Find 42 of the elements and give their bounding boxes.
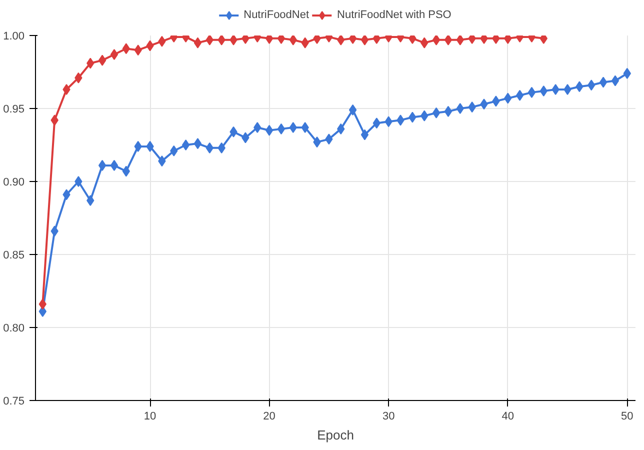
point (110, 48, 118, 60)
point (230, 36, 238, 46)
point (194, 37, 202, 48)
point (206, 36, 214, 46)
y-tick-label: 0.80 (3, 322, 25, 334)
x-tick-label: 40 (502, 410, 514, 422)
point (444, 106, 452, 117)
point (182, 140, 190, 150)
y-tick-label: 0.75 (3, 396, 25, 408)
point (265, 124, 274, 136)
x-axis-title: Epoch (317, 428, 354, 442)
point (277, 123, 286, 134)
point (456, 36, 464, 46)
legend-label: NutriFoodNet (244, 9, 310, 21)
point (432, 36, 440, 46)
x-tick-label: 10 (144, 410, 156, 422)
x-tick-label: 30 (382, 410, 395, 422)
point (110, 160, 118, 171)
y-tick-label: 1.00 (3, 30, 25, 42)
point (98, 54, 106, 66)
y-tick-label: 0.90 (3, 176, 25, 188)
point (218, 36, 226, 46)
point (98, 160, 106, 171)
point (337, 36, 345, 46)
point (74, 176, 82, 187)
x-tick-label: 20 (263, 410, 276, 422)
point (599, 76, 608, 88)
point (289, 36, 297, 46)
point (194, 138, 202, 150)
point (456, 103, 464, 114)
point (528, 86, 536, 98)
point (432, 107, 440, 118)
point (611, 75, 620, 86)
point (360, 36, 369, 46)
y-tick-label: 0.95 (3, 104, 25, 116)
x-tick-label: 50 (621, 410, 634, 422)
point (348, 104, 357, 116)
legend-label: NutriFoodNet with PSO (337, 9, 452, 21)
point (516, 90, 524, 101)
y-tick-label: 0.85 (3, 250, 25, 262)
point (444, 36, 452, 46)
point (360, 129, 369, 140)
